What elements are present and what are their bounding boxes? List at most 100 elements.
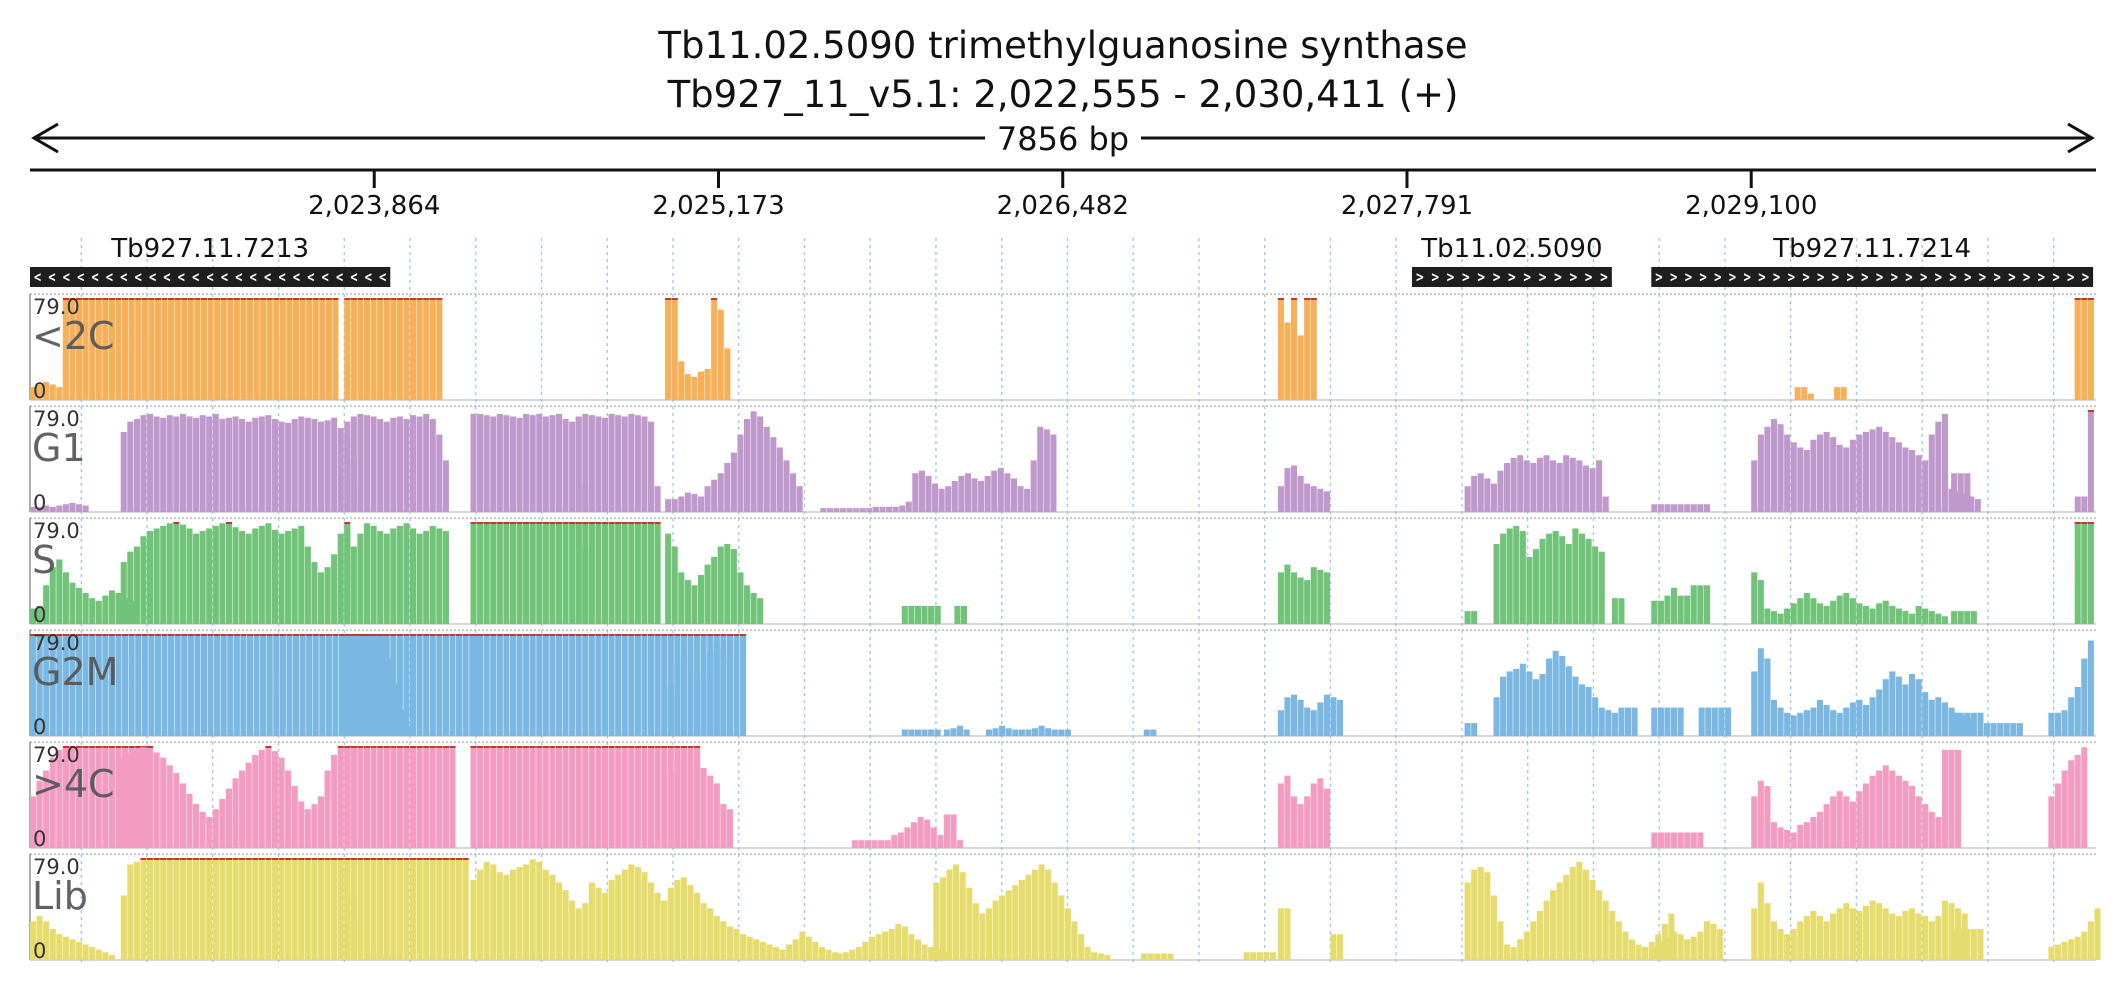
- coverage-bar: [1869, 429, 1876, 512]
- coverage-bar: [516, 522, 523, 624]
- coverage-bar: [1684, 595, 1691, 624]
- coverage-bar: [1304, 580, 1311, 624]
- coverage-bar: [503, 522, 510, 624]
- clip-marker: [470, 522, 477, 524]
- coverage-bar: [853, 508, 860, 512]
- coverage-bar: [56, 634, 63, 736]
- coverage-bar: [951, 481, 958, 512]
- coverage-bar: [740, 634, 747, 736]
- clip-marker: [671, 298, 678, 300]
- coverage-bar: [410, 415, 417, 512]
- coverage-bar: [133, 749, 140, 848]
- coverage-bar: [122, 634, 129, 736]
- coverage-bar: [1018, 879, 1025, 960]
- coverage-bar: [978, 481, 985, 512]
- clip-marker: [357, 858, 364, 860]
- coverage-bar: [855, 947, 862, 960]
- gene-tb11-02-5090[interactable]: Tb11.02.5090> > > > > > > > > > > > >: [1411, 234, 1612, 287]
- coverage-bar: [1504, 944, 1511, 960]
- coverage-bar: [43, 770, 50, 848]
- gene-tb927-11-7213[interactable]: Tb927.11.7213< < < < < < < < < < < < < <…: [30, 234, 391, 287]
- coverage-bar: [311, 804, 318, 848]
- clip-marker: [383, 746, 390, 748]
- coverage-bar: [133, 419, 140, 512]
- coverage-bar: [477, 522, 484, 624]
- coverage-bar: [711, 298, 718, 400]
- clip-marker: [324, 858, 331, 860]
- coverage-bar: [69, 746, 76, 848]
- clip-marker: [403, 634, 410, 636]
- coverage-bar: [2048, 796, 2055, 848]
- clip-marker: [161, 298, 168, 300]
- coverage-bar: [325, 298, 332, 400]
- clip-marker: [483, 634, 490, 636]
- coverage-bar: [194, 298, 201, 400]
- coverage-bar: [363, 858, 371, 960]
- coverage-bar: [403, 523, 410, 624]
- clip-marker: [462, 634, 469, 636]
- coverage-bar: [1790, 442, 1797, 512]
- coverage-bar: [436, 858, 443, 960]
- clip-marker: [207, 634, 214, 636]
- coverage-bar: [2061, 941, 2068, 960]
- coverage-bar: [717, 473, 724, 512]
- coverage-bar: [299, 298, 306, 400]
- coverage-bar: [985, 908, 993, 960]
- coverage-bar: [285, 531, 292, 624]
- coverage-bar: [62, 572, 69, 624]
- clip-marker: [292, 298, 300, 300]
- gene-tb927-11-7214[interactable]: Tb927.11.7214> > > > > > > > > > > > > >…: [1651, 234, 2094, 287]
- coverage-bar: [1957, 611, 1964, 624]
- clip-marker: [357, 634, 364, 636]
- coverage-bar: [523, 746, 530, 848]
- coverage-bar: [442, 531, 449, 624]
- coverage-bar: [1895, 775, 1902, 848]
- clip-marker: [529, 746, 536, 748]
- clip-marker: [370, 298, 377, 300]
- coverage-bar: [286, 298, 293, 400]
- coverage-bar: [1539, 538, 1546, 624]
- coverage-bar: [1337, 934, 1344, 960]
- clip-marker: [89, 634, 96, 636]
- clip-marker: [680, 746, 687, 748]
- coverage-bar: [1559, 536, 1566, 624]
- coverage-bar: [918, 470, 925, 512]
- coverage-bar: [842, 952, 849, 960]
- track-gt4c: 79.00>4C: [29, 741, 2096, 851]
- coverage-bar: [884, 840, 891, 848]
- coverage-bar: [1657, 941, 1664, 960]
- coverage-bar: [878, 840, 885, 848]
- coverage-bar: [36, 916, 43, 960]
- coverage-bar: [1902, 910, 1909, 960]
- coverage-bar: [2081, 298, 2088, 400]
- coverage-bar: [260, 634, 267, 736]
- coverage-bar: [634, 415, 641, 512]
- coverage-bar: [1698, 707, 1705, 736]
- clip-marker: [319, 634, 326, 636]
- coverage-bar: [595, 887, 602, 960]
- clip-marker: [608, 634, 615, 636]
- coverage-bar: [239, 858, 246, 960]
- coverage-bar: [179, 524, 186, 624]
- coverage-bar: [344, 634, 351, 736]
- coverage-bar: [429, 746, 436, 848]
- coverage-bar: [239, 531, 246, 624]
- clip-marker: [667, 746, 674, 748]
- coverage-bar: [239, 419, 246, 512]
- coverage-bar: [324, 567, 331, 624]
- coverage-bar: [127, 752, 134, 848]
- coverage-bar: [2003, 723, 2010, 736]
- clip-marker: [265, 858, 272, 860]
- clip-marker: [396, 746, 403, 748]
- clip-marker: [523, 634, 530, 636]
- clip-marker: [227, 298, 234, 300]
- coverage-bar: [1150, 729, 1157, 736]
- coverage-bar: [966, 887, 973, 960]
- coverage-bar: [363, 415, 371, 512]
- coverage-bar: [133, 546, 140, 624]
- coverage-bar: [128, 298, 135, 400]
- clip-marker: [477, 522, 484, 524]
- clip-marker: [363, 746, 371, 748]
- clip-marker: [69, 746, 76, 748]
- coverage-bar: [737, 572, 744, 624]
